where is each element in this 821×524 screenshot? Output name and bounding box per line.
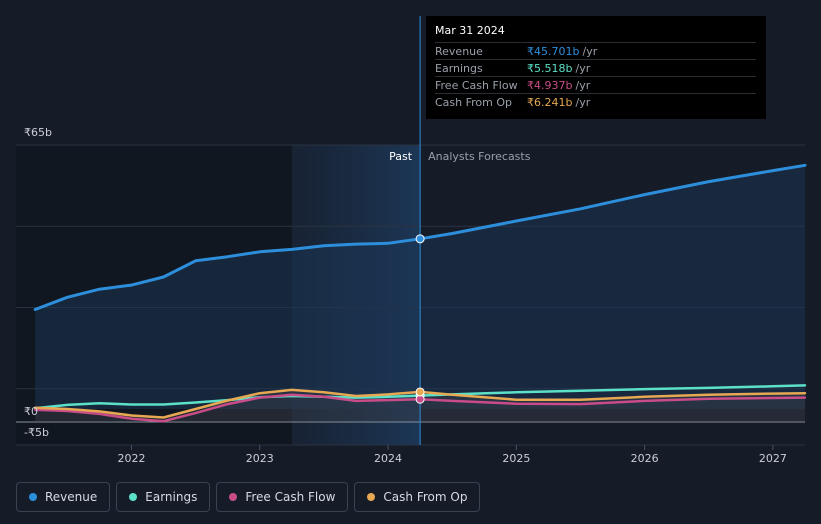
x-tick-label: 2025 (502, 452, 530, 465)
tooltip-row: Revenue ₹45.701b/yr (435, 42, 756, 59)
y-tick-label: ₹0 (24, 405, 38, 418)
tooltip-label: Cash From Op (435, 95, 513, 109)
tooltip-label: Revenue (435, 44, 483, 58)
tooltip-unit: /yr (575, 61, 591, 75)
marker-cfo (415, 387, 425, 397)
x-tick-label: 2022 (117, 452, 145, 465)
legend-dot-icon (367, 493, 376, 501)
legend-label: Revenue (45, 490, 98, 504)
series-line-revenue (33, 163, 807, 311)
legend-dot-icon (229, 493, 238, 501)
x-tick-label: 2023 (246, 452, 274, 465)
tooltip-label: Earnings (435, 61, 483, 75)
chart-legend: Revenue Earnings Free Cash Flow Cash From O… (16, 482, 481, 512)
legend-label: Cash From Op (383, 490, 468, 504)
marker-fcf (415, 394, 425, 404)
tooltip-unit: /yr (582, 44, 598, 58)
tooltip-value: ₹6.241b (527, 95, 573, 109)
hover-tooltip: Mar 31 2024 Revenue ₹45.701b/yr Earnings ₹5… (426, 16, 766, 119)
tooltip-row: Cash From Op ₹6.241b/yr (435, 93, 756, 110)
legend-label: Free Cash Flow (245, 490, 336, 504)
tooltip-value: ₹4.937b (527, 78, 573, 92)
y-tick-label: -₹5b (24, 426, 49, 439)
legend-item-cash-from-op[interactable]: Cash From Op (354, 482, 481, 512)
tooltip-unit: /yr (575, 95, 591, 109)
legend-label: Earnings (145, 490, 198, 504)
tooltip-row: Earnings ₹5.518b/yr (435, 59, 756, 76)
forecast-label: Analysts Forecasts (428, 150, 531, 163)
series-line-earnings (33, 384, 807, 410)
past-label: Past (389, 150, 413, 163)
x-tick-label: 2027 (759, 452, 787, 465)
series-line-cfo (33, 388, 807, 419)
series-line-fcf (33, 393, 807, 423)
tooltip-label: Free Cash Flow (435, 78, 518, 92)
legend-dot-icon (129, 493, 138, 501)
tooltip-unit: /yr (575, 78, 591, 92)
marker-revenue (415, 234, 425, 244)
x-tick-label: 2024 (374, 452, 402, 465)
tooltip-date: Mar 31 2024 (435, 24, 505, 37)
legend-dot-icon (29, 493, 37, 501)
legend-item-free-cash-flow[interactable]: Free Cash Flow (216, 482, 349, 512)
legend-item-revenue[interactable]: Revenue (16, 482, 111, 512)
legend-item-earnings[interactable]: Earnings (116, 482, 211, 512)
tooltip-row: Free Cash Flow ₹4.937b/yr (435, 76, 756, 93)
y-tick-label: ₹65b (24, 126, 52, 139)
x-tick-label: 2026 (631, 452, 659, 465)
tooltip-value: ₹45.701b (527, 44, 580, 58)
tooltip-value: ₹5.518b (527, 61, 573, 75)
